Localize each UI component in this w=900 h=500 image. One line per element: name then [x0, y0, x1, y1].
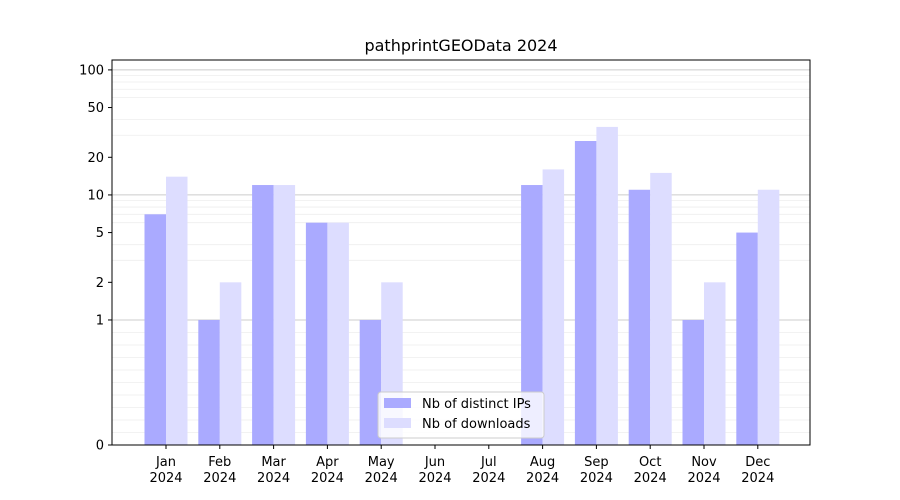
plot-frame — [111, 59, 811, 446]
bar-ips — [198, 319, 220, 445]
x-tick-label-month: Nov — [691, 455, 717, 470]
y-tick-label: 0 — [96, 439, 104, 454]
legend-swatch — [384, 398, 411, 408]
y-axis: 0 1 2 5 10 20 50 100 — [79, 63, 112, 454]
bar-downloads — [704, 282, 726, 445]
y-tick-label: 50 — [87, 101, 104, 116]
x-tick-label-month: Jun — [424, 455, 445, 470]
x-tick-label-year: 2024 — [418, 471, 451, 486]
x-tick-label-month: Sep — [584, 455, 609, 470]
x-tick-label-month: Mar — [261, 455, 286, 470]
x-tick-label-year: 2024 — [472, 471, 505, 486]
x-tick-label-year: 2024 — [526, 471, 559, 486]
bar-downloads — [757, 189, 780, 445]
x-tick-label-year: 2024 — [580, 471, 613, 486]
y-tick-label: 100 — [79, 63, 104, 78]
bar-downloads — [327, 222, 349, 445]
bar-ips — [521, 185, 543, 445]
bar-ips — [574, 140, 597, 445]
y-tick-label: 1 — [96, 313, 104, 328]
legend-label: Nb of downloads — [422, 417, 531, 432]
bar-ips — [252, 185, 274, 445]
bar-downloads — [542, 169, 565, 445]
x-tick-label-month: Aug — [530, 455, 555, 470]
x-tick-label-year: 2024 — [257, 471, 290, 486]
bar-downloads — [166, 176, 188, 445]
legend-swatch — [384, 418, 411, 428]
bar-downloads — [596, 126, 618, 446]
bar-ips — [305, 222, 328, 445]
bar-downloads — [650, 172, 672, 445]
x-axis: Jan2024Feb2024Mar2024Apr2024May2024Jun20… — [149, 445, 774, 486]
legend-box — [377, 391, 545, 439]
x-tick-label-year: 2024 — [311, 471, 344, 486]
bar-ips — [628, 189, 651, 445]
bars — [144, 126, 780, 446]
bar-downloads — [219, 282, 242, 445]
x-tick-label-year: 2024 — [741, 471, 774, 486]
x-tick-label-year: 2024 — [149, 471, 182, 486]
chart-title: pathprintGEOData 2024 — [364, 36, 557, 55]
bar-downloads — [273, 185, 296, 445]
bar-ips — [682, 319, 704, 445]
x-tick-label-month: Apr — [316, 455, 339, 470]
x-tick-label-month: Jul — [480, 455, 497, 470]
y-tick-label: 20 — [87, 151, 104, 166]
x-tick-label-month: Feb — [208, 455, 231, 470]
y-tick-label: 2 — [96, 276, 104, 291]
x-tick-label-month: Oct — [639, 455, 661, 470]
bar-ips — [359, 319, 382, 445]
x-tick-label-year: 2024 — [203, 471, 236, 486]
x-tick-label-month: May — [368, 455, 395, 470]
bar-ips — [144, 214, 166, 445]
y-tick-label: 10 — [87, 188, 104, 203]
x-tick-label-year: 2024 — [687, 471, 720, 486]
x-tick-label-month: Dec — [745, 455, 770, 470]
legend: Nb of distinct IPs Nb of downloads — [377, 391, 545, 439]
y-tick-label: 5 — [96, 226, 104, 241]
bar-ips — [736, 232, 758, 445]
x-tick-label-month: Jan — [155, 455, 176, 470]
x-tick-label-year: 2024 — [634, 471, 667, 486]
x-tick-label-year: 2024 — [365, 471, 398, 486]
legend-label: Nb of distinct IPs — [422, 397, 531, 412]
